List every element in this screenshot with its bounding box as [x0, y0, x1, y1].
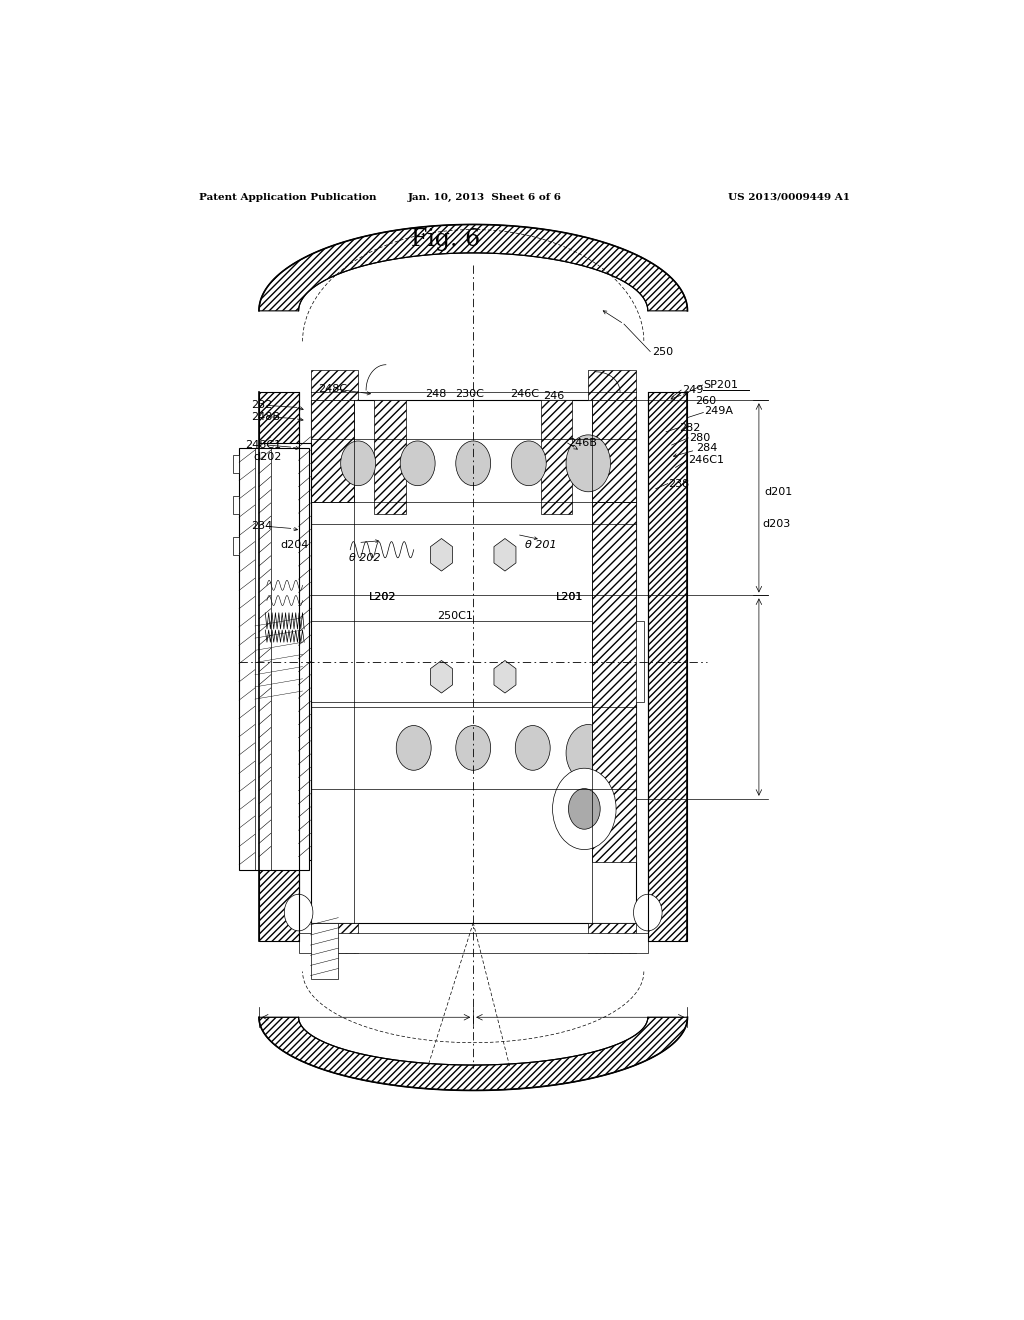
Text: 280: 280: [689, 433, 711, 444]
Text: d203: d203: [762, 519, 791, 529]
Polygon shape: [259, 392, 299, 941]
Polygon shape: [259, 224, 687, 312]
Polygon shape: [310, 370, 358, 400]
Text: SP201: SP201: [703, 380, 738, 389]
Text: 250C1: 250C1: [436, 611, 473, 620]
Text: 230C: 230C: [455, 389, 483, 399]
Text: 248B: 248B: [251, 412, 280, 421]
Text: 249: 249: [682, 385, 703, 395]
Text: 246C: 246C: [511, 389, 540, 399]
Circle shape: [456, 726, 490, 771]
Text: d202: d202: [253, 453, 282, 462]
Polygon shape: [259, 1018, 687, 1090]
Text: Jan. 10, 2013  Sheet 6 of 6: Jan. 10, 2013 Sheet 6 of 6: [409, 193, 562, 202]
Text: Patent Application Publication: Patent Application Publication: [200, 193, 377, 202]
Polygon shape: [648, 392, 687, 941]
Text: 248: 248: [426, 389, 446, 399]
Polygon shape: [374, 400, 406, 515]
Text: 234: 234: [251, 521, 272, 532]
Circle shape: [553, 768, 616, 850]
Text: 238: 238: [668, 479, 689, 488]
Text: 260: 260: [694, 396, 716, 407]
Polygon shape: [541, 400, 572, 515]
Text: d201: d201: [765, 487, 793, 496]
Text: 248C: 248C: [318, 384, 347, 395]
Circle shape: [566, 725, 610, 781]
Text: 248C1: 248C1: [245, 440, 281, 450]
Text: 246B: 246B: [567, 438, 597, 447]
Text: L201: L201: [556, 593, 583, 602]
Bar: [232, 455, 240, 474]
Text: 249A: 249A: [705, 407, 733, 417]
Text: 246: 246: [543, 391, 564, 401]
Bar: [255, 620, 644, 702]
Bar: [310, 923, 338, 978]
Circle shape: [456, 441, 490, 486]
Text: L202: L202: [370, 593, 396, 602]
Polygon shape: [310, 923, 358, 953]
Text: L202: L202: [370, 593, 396, 602]
Text: θ 202: θ 202: [348, 553, 380, 562]
Polygon shape: [588, 370, 636, 400]
Polygon shape: [310, 400, 354, 502]
Text: θ 201: θ 201: [524, 540, 556, 549]
Text: 284: 284: [696, 444, 718, 453]
Text: Fig. 6: Fig. 6: [411, 228, 480, 251]
Bar: [310, 400, 636, 923]
Circle shape: [396, 726, 431, 771]
Circle shape: [400, 441, 435, 486]
Bar: [232, 536, 240, 554]
Circle shape: [285, 894, 313, 931]
Text: 246C1: 246C1: [688, 455, 724, 465]
Polygon shape: [588, 923, 636, 953]
Text: 232: 232: [251, 400, 272, 411]
Text: 250: 250: [652, 347, 673, 356]
Bar: [299, 933, 648, 953]
Circle shape: [568, 788, 600, 829]
Circle shape: [511, 441, 546, 486]
Circle shape: [341, 441, 376, 486]
Polygon shape: [592, 400, 636, 502]
Text: L201: L201: [556, 593, 583, 602]
Bar: [259, 444, 310, 859]
Text: US 2013/0009449 A1: US 2013/0009449 A1: [728, 193, 850, 202]
Circle shape: [566, 434, 610, 492]
Circle shape: [634, 894, 663, 931]
Bar: [240, 447, 309, 870]
Bar: [232, 496, 240, 515]
Polygon shape: [592, 502, 636, 862]
Text: 282: 282: [679, 422, 700, 433]
Circle shape: [515, 726, 550, 771]
Text: d204: d204: [281, 540, 309, 549]
Bar: [263, 504, 306, 809]
